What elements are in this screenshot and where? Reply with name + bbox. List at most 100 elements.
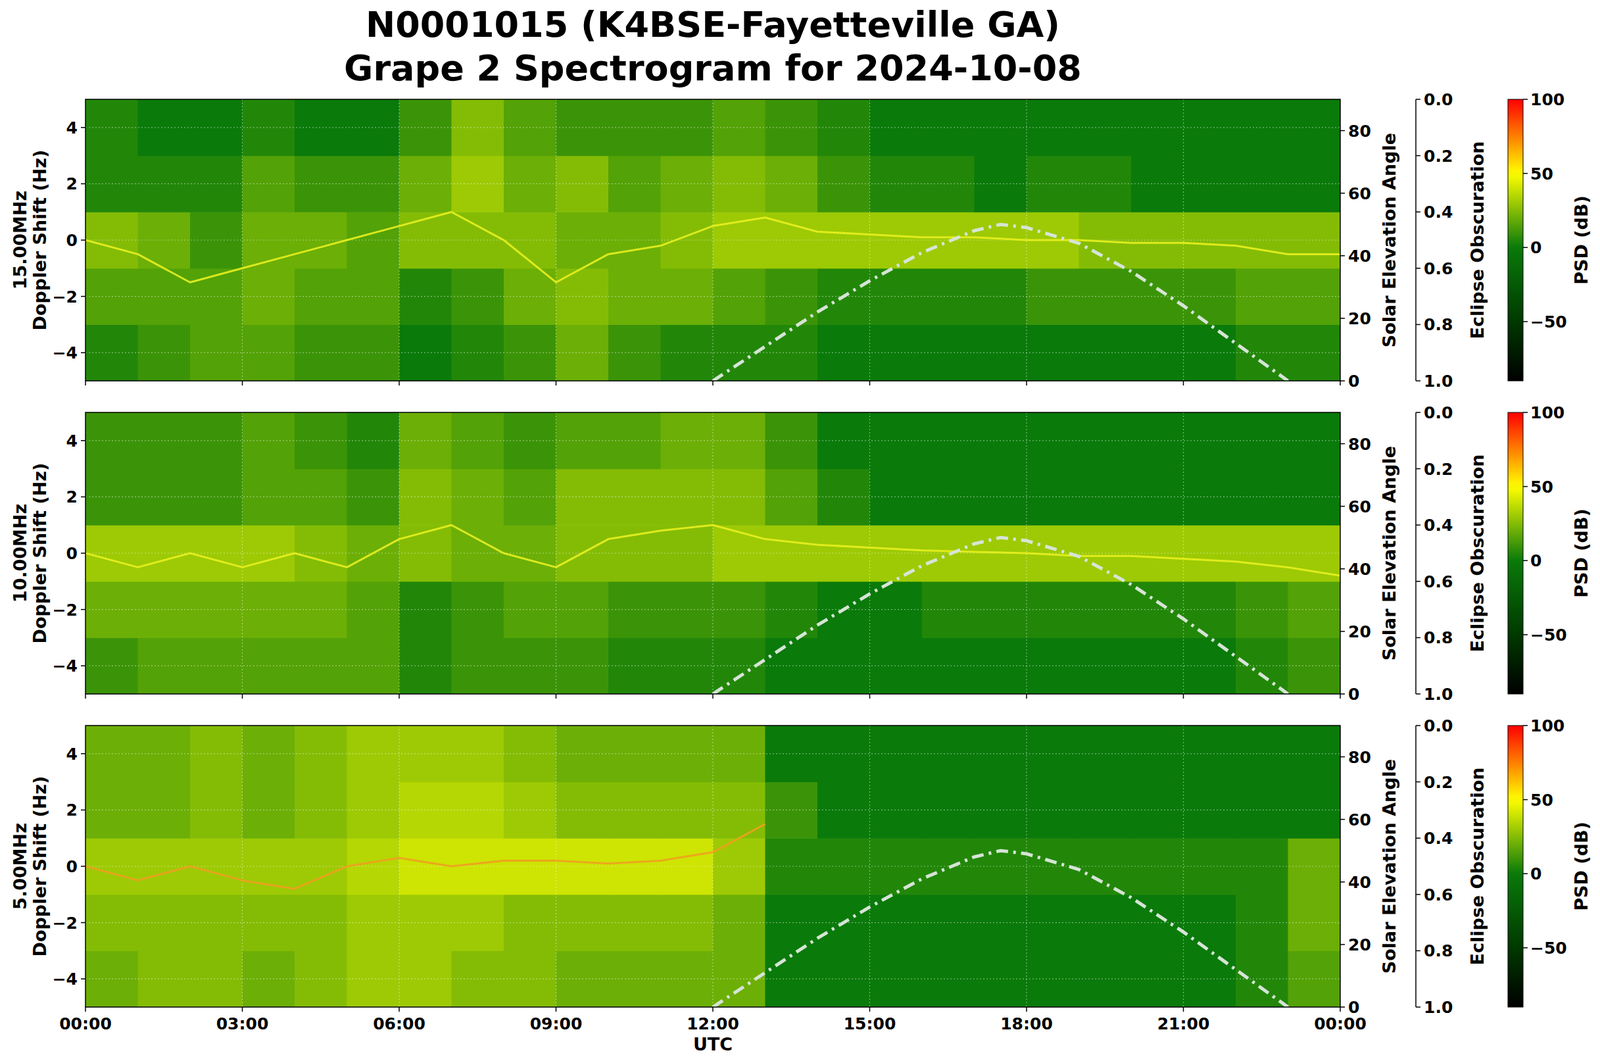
grid-line — [85, 126, 1341, 128]
colorbar-tick-label: −50 — [1530, 312, 1568, 332]
y3-tick-label: 0.2 — [1423, 146, 1453, 166]
y-tick-label: 0 — [66, 856, 78, 876]
y3-tick — [1415, 411, 1421, 413]
grid-line — [1183, 99, 1184, 381]
y-axis-title: 10.00MHz — [9, 503, 31, 604]
y2-tick — [1340, 255, 1345, 257]
doppler-trace — [85, 524, 1341, 576]
y3-tick — [1415, 580, 1421, 582]
grid-line — [85, 865, 1341, 867]
title: N0001015 (K4BSE-Fayetteville GA)Grape 2 … — [343, 3, 1082, 89]
x-tick-label: 12:00 — [686, 1014, 740, 1034]
colorbar-tick — [1523, 560, 1528, 562]
y3-tick — [1415, 324, 1421, 326]
grid-line — [712, 99, 713, 381]
grid-line — [85, 295, 1341, 297]
colorbar-tick-label: 100 — [1530, 403, 1565, 423]
y2-tick-label: 40 — [1348, 559, 1372, 579]
solar-elevation — [712, 537, 1289, 694]
y3-tick-label: 0.4 — [1423, 515, 1453, 535]
solar-elevation — [712, 224, 1289, 381]
colorbar-tick-label: −50 — [1530, 625, 1568, 645]
y2-tick-label: 0 — [1348, 371, 1360, 391]
x-tick — [84, 693, 87, 699]
y2-tick-label: 0 — [1348, 997, 1360, 1017]
x-tick — [1025, 1006, 1028, 1012]
x-tick — [555, 693, 558, 699]
grid-line — [242, 725, 243, 1007]
x-tick-label: 00:00 — [59, 1014, 112, 1034]
x-tick — [1025, 380, 1028, 386]
y2-tick-label: 0 — [1348, 684, 1360, 704]
y3-tick — [1415, 1006, 1421, 1008]
x-tick — [869, 380, 871, 386]
grid-line — [85, 752, 1341, 754]
y3-tick — [1415, 693, 1421, 695]
y-tick-label: −4 — [52, 969, 78, 989]
x-tick — [869, 1006, 871, 1012]
y2-tick — [1340, 818, 1345, 821]
x-tick — [1025, 693, 1028, 699]
colorbar-tick-label: 0 — [1530, 238, 1542, 258]
doppler-trace — [85, 211, 1341, 283]
y-tick — [80, 608, 86, 611]
y2-axis-title: Solar Elevation Angle — [1379, 445, 1400, 661]
plot-area — [85, 412, 1341, 694]
y3-tick — [1415, 950, 1421, 952]
colorbar-tick-label: 50 — [1530, 477, 1554, 497]
colorbar-tick — [1523, 411, 1528, 413]
y-tick — [80, 752, 86, 755]
y3-tick-label: 0.2 — [1423, 459, 1453, 479]
panel: −4−202410.00MHzDoppler Shift (Hz)0204060… — [9, 403, 1592, 704]
colorbar-tick — [1523, 946, 1528, 949]
y3-tick — [1415, 724, 1421, 727]
y2-tick — [1340, 756, 1345, 758]
x-tick — [1339, 1006, 1341, 1012]
y3-tick — [1415, 837, 1421, 839]
y2-tick — [1340, 130, 1345, 132]
y2-tick-label: 20 — [1348, 935, 1372, 955]
y-tick — [80, 865, 86, 867]
x-tick — [242, 693, 244, 699]
colorbar-title: PSD (dB) — [1571, 508, 1592, 598]
colorbar-tick-label: −50 — [1530, 938, 1568, 958]
y3-axis-line — [1415, 412, 1417, 694]
y-tick — [80, 351, 86, 354]
y3-tick-label: 0.8 — [1423, 628, 1453, 648]
y2-tick-label: 80 — [1348, 121, 1372, 141]
x-tick-label: 09:00 — [530, 1014, 583, 1034]
y-tick-label: −2 — [52, 913, 78, 933]
y-tick — [80, 126, 86, 129]
y3-tick — [1415, 637, 1421, 639]
y2-tick — [1340, 943, 1345, 946]
x-tick-label: 06:00 — [372, 1014, 426, 1034]
y-tick — [80, 809, 86, 811]
y3-tick-label: 0.8 — [1423, 315, 1453, 335]
y2-tick — [1340, 192, 1345, 194]
y3-tick-label: 0.2 — [1423, 772, 1453, 792]
y-tick — [80, 977, 86, 980]
colorbar-tick-label: 50 — [1530, 790, 1554, 810]
x-tick — [1339, 693, 1341, 699]
y3-axis-title: Eclipse Obscuration — [1467, 453, 1488, 652]
y2-tick-label: 40 — [1348, 246, 1372, 266]
x-tick — [84, 380, 87, 386]
colorbar — [1507, 725, 1524, 1007]
colorbar-tick — [1523, 172, 1528, 175]
x-tick-label: 18:00 — [1000, 1014, 1053, 1034]
x-tick — [869, 693, 871, 699]
y2-tick — [1340, 317, 1345, 319]
x-tick — [712, 693, 714, 699]
x-tick-label: 00:00 — [1313, 1014, 1367, 1034]
y2-tick-label: 80 — [1348, 434, 1372, 454]
x-tick — [555, 380, 558, 386]
x-axis-title: UTC — [693, 1033, 733, 1055]
y2-tick — [1340, 630, 1345, 632]
grid-line — [869, 412, 871, 694]
colorbar-tick — [1523, 98, 1528, 100]
colorbar — [1507, 99, 1524, 381]
y3-tick-label: 0.6 — [1423, 572, 1453, 592]
x-tick — [1183, 693, 1185, 699]
y-axis-title: 15.00MHz — [9, 190, 31, 291]
frame — [85, 725, 1341, 1007]
